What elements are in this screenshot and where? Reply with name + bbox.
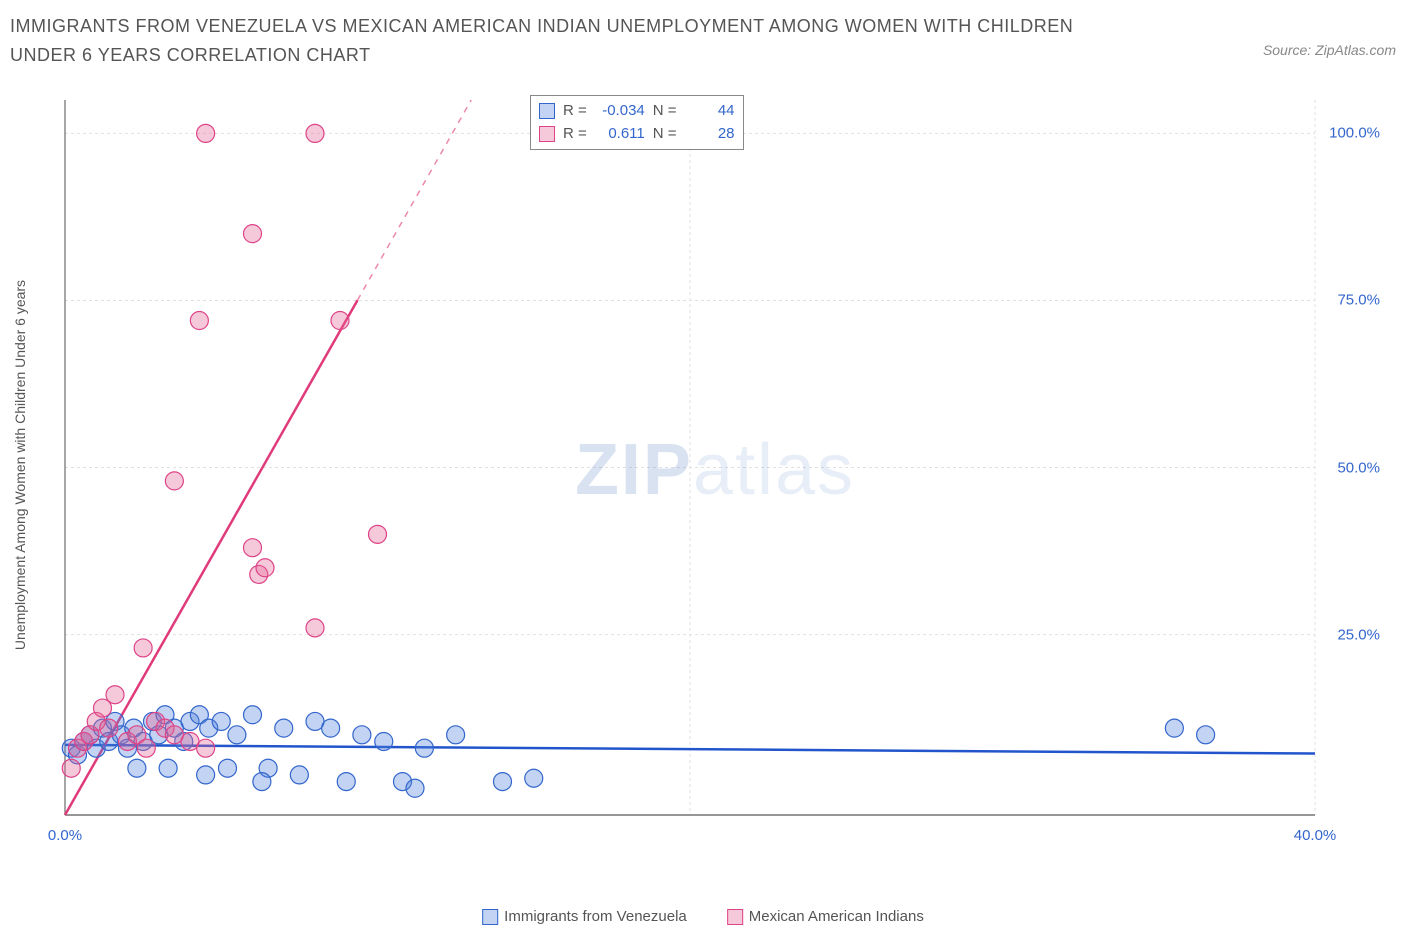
y-tick-label: 75.0% [1337,292,1380,309]
x-tick-label: 0.0% [48,827,82,844]
chart-title: IMMIGRANTS FROM VENEZUELA VS MEXICAN AME… [10,12,1110,70]
scatter-chart [55,95,1375,845]
stats-row-1: R = -0.034 N = 44 [539,100,735,123]
plot-area: ZIPatlas 25.0%50.0%75.0%100.0% 0.0%40.0% [55,95,1375,845]
y-tick-label: 25.0% [1337,626,1380,643]
x-tick-label: 40.0% [1294,827,1337,844]
source-label: Source: ZipAtlas.com [1263,42,1396,58]
title-bar: IMMIGRANTS FROM VENEZUELA VS MEXICAN AME… [10,12,1396,70]
y-tick-label: 50.0% [1337,459,1380,476]
stats-row-2: R = 0.611 N = 28 [539,123,735,146]
bottom-legend: Immigrants from Venezuela Mexican Americ… [482,908,924,925]
legend-swatch-2 [727,909,743,925]
legend-swatch-1 [482,909,498,925]
y-tick-label: 100.0% [1329,125,1380,142]
swatch-series-2 [539,126,555,142]
stats-box: R = -0.034 N = 44 R = 0.611 N = 28 [530,95,744,150]
legend-item-1: Immigrants from Venezuela [482,908,687,925]
swatch-series-1 [539,103,555,119]
legend-item-2: Mexican American Indians [727,908,924,925]
